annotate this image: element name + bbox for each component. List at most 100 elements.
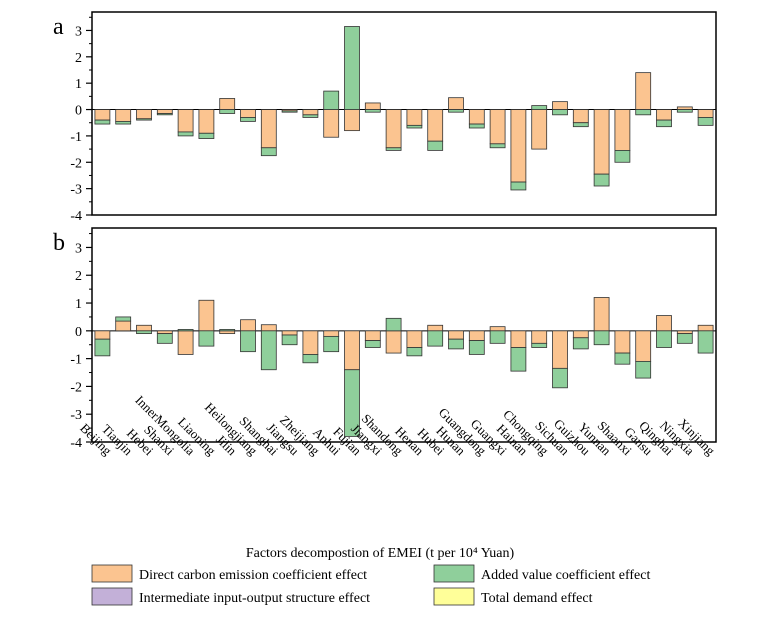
bar-direct-carbon-Jiangsu [281,330,298,336]
x-axis-title: Factors decompostion of EMEI (t per 10⁴ … [246,546,515,561]
bar-direct-carbon-Liaoning [198,109,215,134]
bar-added-value-Yunnan [593,173,610,187]
y-tick-label: -1 [70,353,82,368]
bar-added-value-Guangxi [489,143,506,149]
bar-direct-carbon-Jiangxi [364,330,381,341]
bar-direct-carbon-Henan [406,109,423,126]
bar-added-value-Shanghai [260,147,277,157]
bar-added-value-Guizhou [572,337,589,350]
bar-direct-carbon-Shaanxi [614,330,631,354]
bar-added-value-Gansu [635,361,652,379]
bar-added-value-Hunan [448,109,464,113]
x-axis-labels: BeijingTianjinHebeiShanxiInnerMongoliaLi… [77,392,718,458]
y-tick-label: 0 [75,325,82,340]
legend-swatch [433,564,475,583]
bar-direct-carbon-InnerMongolia [177,330,194,355]
panel-letter: a [53,14,64,40]
bar-direct-carbon-Henan [406,330,423,348]
bar-direct-carbon-Shanxi [156,330,173,335]
bar-added-value-Shaanxi [614,150,631,163]
bar-added-value-Jilin [219,109,236,114]
bar-added-value-Shanxi [156,113,173,116]
bar-direct-carbon-Fujian [344,330,360,371]
bar-direct-carbon-Chongqing [531,330,548,344]
bar-direct-carbon-Zheijiang [302,330,319,355]
bar-added-value-Ningxia [676,109,693,113]
bar-added-value-Zheijiang [302,354,319,364]
bar-added-value-Jiangxi [364,109,381,113]
legend-swatch [91,587,133,606]
bar-added-value-Guizhou [572,122,589,128]
bar-added-value-Jiangxi [364,340,381,348]
y-tick-label: -4 [70,436,82,451]
bar-direct-carbon-Fujian [344,109,360,132]
bar-direct-carbon-Yunnan [593,297,610,332]
bar-direct-carbon-Heilongjiang [240,109,256,118]
bar-direct-carbon-Shandong [385,109,402,149]
y-tick-label: -1 [70,130,82,145]
bar-direct-carbon-Gansu [635,330,652,362]
bar-direct-carbon-Tianjin [115,109,132,122]
panel-letter: b [53,230,65,256]
bar-added-value-InnerMongolia [177,131,194,137]
bar-added-value-Tianjin [115,121,132,125]
bar-added-value-Sichuan [552,367,568,389]
bar-direct-carbon-Hunan [448,330,464,340]
bar-added-value-Gansu [635,109,652,116]
bar-direct-carbon-Anhui [323,109,340,138]
bar-direct-carbon-Tianjin [115,320,132,332]
bar-added-value-Jilin [219,329,236,332]
bar-added-value-Hunan [448,338,464,350]
bar-added-value-Guangxi [489,330,506,344]
bar-direct-carbon-Hainan [510,109,527,183]
y-tick-label: -3 [70,183,82,198]
legend-label: Intermediate input-output structure effe… [139,591,370,606]
bar-added-value-Guangdong [468,340,485,355]
y-tick-label: 1 [75,77,82,92]
bar-direct-carbon-Shandong [385,330,402,354]
bar-direct-carbon-Shanghai [260,324,277,332]
bar-added-value-InnerMongolia [177,329,194,332]
bar-direct-carbon-Jilin [219,98,236,110]
bar-direct-carbon-Guangdong [468,330,485,341]
y-tick-label: -4 [70,209,82,224]
bar-direct-carbon-Beijing [94,330,111,340]
bar-direct-carbon-Hubei [427,109,444,142]
bar-direct-carbon-Hebei [136,109,152,120]
bar-added-value-Anhui [323,90,340,110]
y-tick-label: 3 [75,241,82,256]
bar-added-value-Xinjiang [697,117,714,126]
bar-direct-carbon-Heilongjiang [240,319,256,332]
bar-added-value-Fujian [344,369,360,437]
bar-added-value-Henan [406,124,423,129]
y-tick-label: -2 [70,156,82,171]
bar-added-value-Shanxi [156,333,173,344]
bar-added-value-Liaoning [198,132,215,139]
y-tick-label: -3 [70,408,82,423]
bar-added-value-Hubei [427,330,444,347]
bar-direct-carbon-Qinghai [656,315,672,332]
bar-added-value-Chongqing [531,105,548,110]
bar-added-value-Xinjiang [697,330,714,354]
bar-direct-carbon-Hainan [510,330,527,348]
plot-frame [91,227,717,443]
legend-label: Added value coefficient effect [481,568,650,583]
y-tick-label: -2 [70,380,82,395]
bar-direct-carbon-Sichuan [552,330,568,369]
bar-direct-carbon-Xinjiang [697,109,714,118]
bar-direct-carbon-InnerMongolia [177,109,194,133]
y-tick-label: 2 [75,51,82,66]
bar-direct-carbon-Xinjiang [697,324,714,332]
bar-direct-carbon-Anhui [323,330,340,337]
bar-added-value-Hainan [510,347,527,372]
bar-added-value-Guangdong [468,123,485,129]
bar-direct-carbon-Guizhou [572,109,589,124]
bar-added-value-Sichuan [552,109,568,116]
bar-added-value-Shanghai [260,330,277,371]
bar-added-value-Heilongjiang [240,330,256,353]
bar-direct-carbon-Yunnan [593,109,610,175]
bar-direct-carbon-Guangdong [468,109,485,125]
bar-added-value-Henan [406,347,423,357]
legend-swatch [91,564,133,583]
